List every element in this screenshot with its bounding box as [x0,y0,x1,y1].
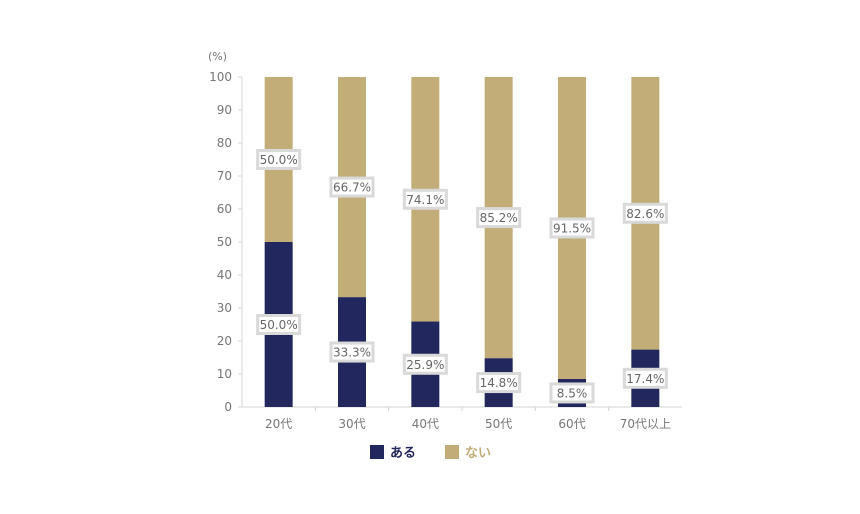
x-category-label: 20代 [265,417,292,431]
data-label-text: 14.8% [480,376,518,390]
data-label: 14.8% [476,372,522,394]
data-label-box [402,353,448,375]
data-label-box [256,314,302,335]
data-label-text: 8.5% [557,386,588,400]
data-label: 33.3% [329,341,375,363]
x-category-label: 70代以上 [620,417,671,431]
data-label: 91.5% [549,217,595,239]
y-tick-label: 30 [217,301,232,315]
x-category-label: 50代 [485,417,512,431]
data-label-text: 50.0% [260,153,298,167]
bars [264,77,660,407]
x-category-label: 30代 [338,417,365,431]
y-tick-label: 0 [224,400,232,414]
data-label-text: 85.2% [480,211,518,225]
data-labels: 50.0% 50.0% 33.3% 66.7% 25.9% 74.1% 14.8% 85.2%… [256,149,668,404]
data-label-text: 74.1% [406,193,444,207]
data-label-box [329,341,375,363]
data-label: 74.1% [402,188,448,210]
legend-item: ない [445,445,491,461]
data-label-text: 33.3% [333,346,371,360]
data-label-box [329,176,375,198]
data-label: 50.0% [256,149,302,170]
data-label-box [622,202,668,224]
data-label: 85.2% [476,207,522,229]
data-label: 82.6% [622,202,668,224]
axes: 0 10 20 30 40 50 60 70 80 90 100 20代 30代 40代 50代 60代 70代… [209,70,682,431]
data-label-text: 66.7% [333,181,371,195]
data-label-text: 50.0% [260,318,298,332]
x-category-label: 60代 [558,417,585,431]
y-tick-label: 90 [217,103,232,117]
y-tick-label: 70 [217,169,232,183]
legend-swatch [370,445,384,459]
y-axis-unit-label: (%) [208,50,227,63]
data-label-text: 82.6% [626,207,664,221]
data-label: 50.0% [256,314,302,335]
legend: ある ない [370,445,491,461]
legend-label: ない [465,446,491,461]
data-label: 17.4% [622,367,668,389]
legend-label: ある [390,446,416,461]
data-label-box [402,188,448,210]
legend-swatch [445,445,459,459]
y-tick-label: 60 [217,202,232,216]
data-label-box [622,367,668,389]
data-label-text: 25.9% [406,358,444,372]
y-tick-label: 80 [217,136,232,150]
y-tick-label: 10 [217,367,232,381]
data-label-box [476,207,522,229]
data-label-box [476,372,522,394]
data-label: 8.5% [549,382,595,404]
data-label: 66.7% [329,176,375,198]
data-label-text: 17.4% [626,372,664,386]
x-category-label: 40代 [412,417,439,431]
data-label-box [549,382,595,404]
data-label-box [549,217,595,239]
data-label-text: 91.5% [553,221,591,235]
legend-item: ある [370,445,416,461]
y-tick-label: 50 [217,235,232,249]
data-label: 25.9% [402,353,448,375]
data-label-box [256,149,302,170]
y-tick-label: 20 [217,334,232,348]
y-tick-label: 40 [217,268,232,282]
y-tick-label: 100 [209,70,232,84]
